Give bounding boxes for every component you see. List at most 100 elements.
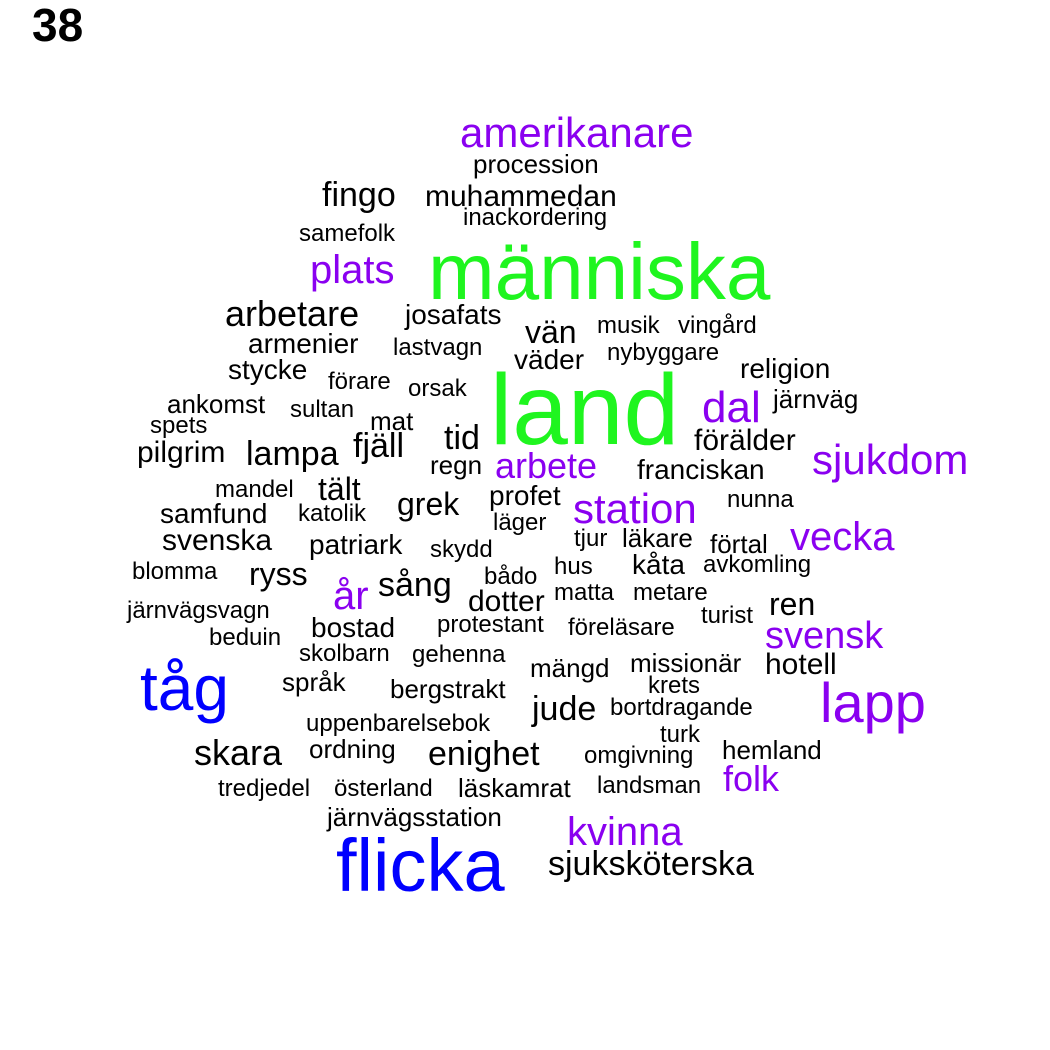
word-27: lastvagn bbox=[393, 334, 483, 361]
word-79: mängd bbox=[530, 653, 610, 683]
word-1: människa bbox=[428, 227, 771, 316]
word-52: grek bbox=[397, 486, 460, 522]
word-25: vingård bbox=[678, 312, 757, 339]
word-45: franciskan bbox=[637, 454, 765, 485]
word-96: läskamrat bbox=[458, 773, 571, 803]
word-78: gehenna bbox=[412, 641, 506, 668]
word-44: regn bbox=[430, 450, 483, 480]
word-3: tåg bbox=[140, 652, 229, 724]
word-60: blomma bbox=[132, 558, 218, 585]
word-69: matta bbox=[554, 579, 615, 606]
word-47: tält bbox=[318, 471, 361, 507]
word-29: nybyggare bbox=[607, 339, 720, 366]
word-33: orsak bbox=[408, 375, 467, 402]
word-48: profet bbox=[489, 480, 561, 511]
word-23: vän bbox=[525, 314, 577, 350]
word-94: tredjedel bbox=[218, 775, 311, 802]
word-66: avkomling bbox=[703, 551, 812, 578]
word-55: patriark bbox=[309, 529, 403, 560]
word-75: föreläsare bbox=[568, 614, 675, 641]
word-70: metare bbox=[633, 579, 708, 606]
word-21: arbetare bbox=[225, 293, 360, 334]
word-97: landsman bbox=[597, 772, 702, 799]
word-84: krets bbox=[648, 672, 701, 699]
word-89: skara bbox=[194, 732, 283, 773]
word-20: samefolk bbox=[299, 220, 396, 247]
word-36: järnväg bbox=[773, 384, 859, 414]
word-76: turist bbox=[701, 602, 754, 629]
word-85: jude bbox=[532, 690, 597, 728]
panel-number: 38 bbox=[32, 0, 84, 51]
word-63: bådo bbox=[484, 563, 538, 590]
word-56: skydd bbox=[430, 536, 493, 563]
word-42: lampa bbox=[246, 435, 339, 473]
word-34: ankomst bbox=[167, 389, 266, 419]
word-91: enighet bbox=[428, 735, 540, 773]
word-24: musik bbox=[597, 312, 660, 339]
word-46: mandel bbox=[215, 476, 294, 503]
word-31: religion bbox=[740, 353, 831, 384]
word-8: sjukdom bbox=[812, 436, 969, 483]
word-67: järnvägsvagn bbox=[127, 597, 270, 624]
word-92: omgivning bbox=[584, 742, 694, 769]
word-43: fjäll bbox=[353, 427, 405, 465]
word-22: josafats bbox=[405, 299, 502, 330]
word-7: dal bbox=[702, 383, 761, 432]
word-87: uppenbarelsebok bbox=[306, 710, 491, 737]
word-30: stycke bbox=[228, 354, 308, 385]
word-64: hus bbox=[554, 553, 593, 580]
word-68: dotter bbox=[468, 585, 545, 618]
word-50: samfund bbox=[160, 498, 268, 529]
word-93: hemland bbox=[722, 735, 822, 765]
word-74: protestant bbox=[437, 611, 544, 638]
word-54: svenska bbox=[162, 524, 273, 557]
word-80: missionär bbox=[630, 648, 742, 678]
word-18: muhammedan bbox=[425, 180, 617, 213]
word-15: kvinna bbox=[567, 810, 683, 854]
word-4: lapp bbox=[820, 671, 926, 734]
word-58: läkare bbox=[622, 523, 693, 553]
word-2: flicka bbox=[336, 824, 505, 907]
word-14: folk bbox=[723, 758, 780, 799]
word-49: nunna bbox=[727, 486, 794, 513]
word-10: station bbox=[573, 485, 697, 532]
word-71: ren bbox=[769, 586, 816, 622]
word-41: pilgrim bbox=[137, 436, 226, 469]
word-65: kåta bbox=[632, 549, 685, 580]
word-19: inackordering bbox=[463, 204, 608, 231]
word-0: land bbox=[490, 354, 680, 466]
word-88: turk bbox=[660, 721, 701, 748]
word-86: bortdragande bbox=[610, 694, 753, 721]
word-32: förare bbox=[328, 368, 391, 395]
word-82: språk bbox=[282, 667, 346, 697]
word-6: plats bbox=[310, 248, 395, 292]
word-77: skolbarn bbox=[299, 640, 390, 667]
word-38: mat bbox=[370, 406, 414, 436]
word-53: läger bbox=[493, 509, 547, 536]
word-13: svensk bbox=[765, 615, 884, 657]
word-39: tid bbox=[444, 419, 480, 457]
word-81: hotell bbox=[765, 648, 837, 681]
word-28: väder bbox=[514, 344, 585, 375]
word-37: spets bbox=[150, 412, 208, 439]
word-35: sultan bbox=[290, 396, 355, 423]
word-72: beduin bbox=[209, 624, 282, 651]
word-99: sjuksköterska bbox=[548, 845, 754, 883]
word-61: ryss bbox=[249, 556, 308, 592]
word-16: procession bbox=[473, 149, 599, 179]
word-51: katolik bbox=[298, 500, 367, 527]
word-12: år bbox=[333, 574, 369, 618]
word-17: fingo bbox=[322, 176, 396, 214]
word-26: armenier bbox=[248, 328, 359, 359]
word-98: järnvägsstation bbox=[327, 802, 502, 832]
word-5: amerikanare bbox=[460, 109, 694, 156]
word-95: österland bbox=[334, 775, 433, 802]
word-40: förälder bbox=[694, 424, 796, 457]
word-57: tjur bbox=[574, 525, 608, 552]
word-11: vecka bbox=[790, 515, 895, 559]
word-73: bostad bbox=[311, 612, 396, 643]
word-9: arbete bbox=[495, 445, 598, 486]
word-90: ordning bbox=[309, 734, 396, 764]
word-62: sång bbox=[378, 566, 452, 604]
